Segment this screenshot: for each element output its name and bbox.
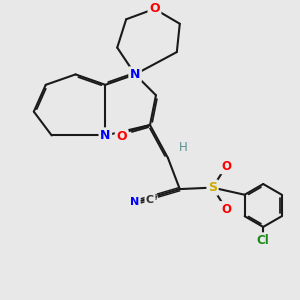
Text: N: N	[130, 197, 139, 208]
Text: O: O	[116, 130, 127, 143]
Text: Cl: Cl	[257, 234, 270, 247]
Text: N: N	[130, 68, 140, 81]
Text: S: S	[208, 181, 217, 194]
Text: C: C	[146, 195, 154, 205]
Text: N: N	[100, 129, 110, 142]
Text: O: O	[221, 160, 231, 173]
Text: O: O	[149, 2, 160, 15]
Text: H: H	[178, 141, 187, 154]
Text: O: O	[221, 202, 231, 215]
